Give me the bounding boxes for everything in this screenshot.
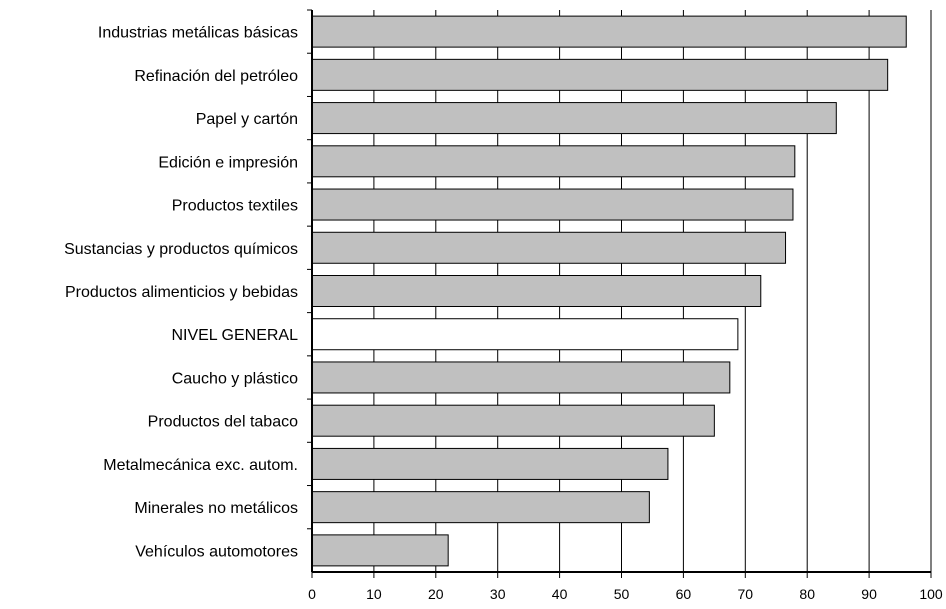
x-tick-labels: 0 10 20 30 40 50 60 70 80 90 100 <box>308 586 943 602</box>
category-label: Productos textiles <box>172 198 298 215</box>
bar <box>311 534 449 567</box>
bar <box>311 188 794 221</box>
category-label: Productos alimenticios y bebidas <box>65 284 298 301</box>
bar <box>311 404 715 437</box>
bar <box>311 491 650 524</box>
bar <box>311 102 837 135</box>
bars <box>311 15 907 567</box>
axes <box>311 10 931 573</box>
x-tick-label: 80 <box>799 586 815 602</box>
category-label: Metalmecánica exc. autom. <box>103 457 298 474</box>
category-label: Refinación del petróleo <box>134 68 298 85</box>
category-label: Minerales no metálicos <box>134 500 298 517</box>
category-label: Industrias metálicas básicas <box>98 25 298 42</box>
x-tick-label: 90 <box>861 586 877 602</box>
bar <box>311 361 731 394</box>
x-tick-label: 70 <box>738 586 754 602</box>
category-label: NIVEL GENERAL <box>171 327 298 344</box>
bar <box>311 447 669 480</box>
bar <box>311 15 907 48</box>
bar <box>311 318 739 351</box>
x-tick-label: 30 <box>490 586 506 602</box>
x-tick-label: 60 <box>676 586 692 602</box>
category-label: Productos del tabaco <box>148 414 298 431</box>
x-tick-label: 100 <box>919 586 943 602</box>
x-tick-label: 40 <box>552 586 568 602</box>
x-tick-label: 20 <box>428 586 444 602</box>
bar <box>311 58 889 91</box>
x-tick-label: 10 <box>366 586 382 602</box>
category-labels: Industrias metálicas básicas Refinación d… <box>64 25 298 561</box>
category-label: Papel y cartón <box>196 111 298 128</box>
bar <box>311 145 796 178</box>
category-label: Caucho y plástico <box>172 370 298 387</box>
category-label: Sustancias y productos químicos <box>64 241 298 258</box>
category-label: Edición e impresión <box>158 154 298 171</box>
bar <box>311 231 787 264</box>
bar <box>311 275 762 307</box>
category-label: Vehículos automotores <box>135 543 298 560</box>
x-tick-label: 50 <box>614 586 630 602</box>
x-tick-label: 0 <box>308 586 316 602</box>
